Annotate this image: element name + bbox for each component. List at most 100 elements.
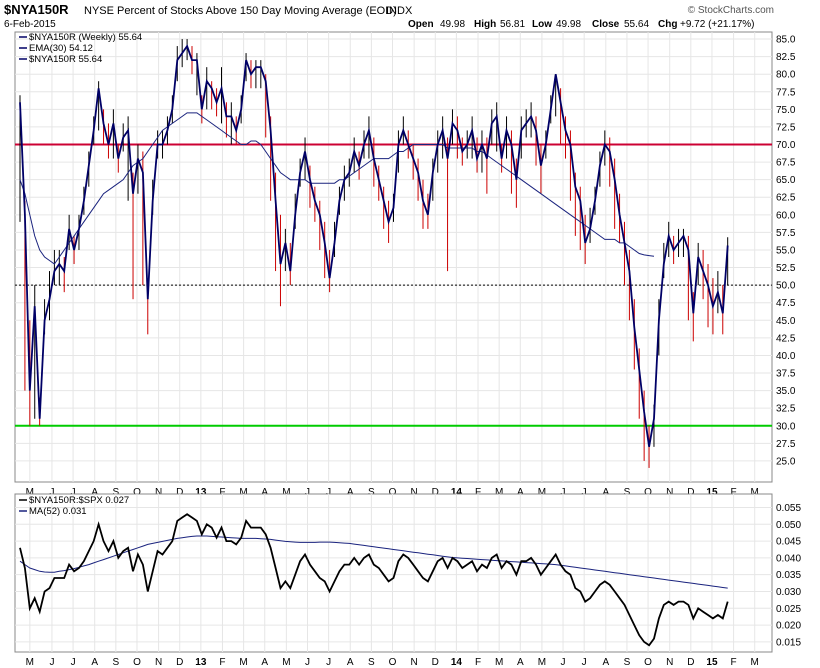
x-tick-label: A: [347, 657, 354, 668]
y-tick-label: 62.5: [776, 193, 796, 204]
x-tick-label: F: [475, 657, 481, 668]
close-value: 55.64: [624, 19, 649, 30]
x-tick-label: M: [26, 487, 34, 498]
ma52-line: [19, 535, 728, 589]
y-tick-label: 25.0: [776, 456, 796, 467]
y-tick-label: 0.035: [776, 570, 801, 581]
x-tick-label: D: [687, 657, 694, 668]
x-tick-label: A: [517, 657, 524, 668]
chart-date: 6-Feb-2015: [4, 19, 56, 30]
x-tick-label: S: [624, 487, 631, 498]
x-tick-label: N: [411, 487, 418, 498]
x-tick-label: A: [347, 487, 354, 498]
y-tick-label: 42.5: [776, 333, 796, 344]
x-tick-label: 14: [451, 487, 463, 498]
x-tick-label: A: [602, 487, 609, 498]
y-tick-label: 35.0: [776, 386, 796, 397]
x-tick-label: M: [495, 487, 503, 498]
y-tick-label: 80.0: [776, 70, 796, 81]
y-tick-label: 30.0: [776, 421, 796, 432]
x-tick-label: A: [517, 487, 524, 498]
y-tick-label: 27.5: [776, 439, 796, 450]
chg-value: +9.72 (+21.17%): [680, 19, 755, 30]
y-tick-label: 0.025: [776, 604, 801, 615]
x-tick-label: S: [368, 487, 375, 498]
x-tick-label: O: [644, 487, 652, 498]
main-panel-frame: [14, 31, 773, 483]
x-tick-label: J: [305, 487, 310, 498]
x-tick-label: M: [495, 657, 503, 668]
open-value: 49.98: [440, 19, 465, 30]
close-label: Close: [592, 19, 620, 30]
high-label: High: [474, 19, 496, 30]
high-value: 56.81: [500, 19, 525, 30]
x-tick-label: M: [239, 487, 247, 498]
low-label: Low: [532, 19, 552, 30]
x-tick-label: A: [91, 657, 98, 668]
x-tick-label: J: [71, 657, 76, 668]
y-tick-label: 0.020: [776, 621, 801, 632]
x-tick-label: J: [71, 487, 76, 498]
y-tick-label: 57.5: [776, 228, 796, 239]
y-tick-label: 70.0: [776, 140, 796, 151]
x-tick-label: S: [624, 657, 631, 668]
x-tick-label: A: [261, 487, 268, 498]
x-tick-label: A: [261, 657, 268, 668]
ratio-grid: [15, 494, 772, 652]
y-tick-label: 50.0: [776, 281, 796, 292]
y-tick-label: 0.045: [776, 537, 801, 548]
x-tick-label: D: [432, 487, 439, 498]
x-tick-label: 13: [195, 487, 207, 498]
symbol-title: $NYA150R: [4, 2, 69, 17]
x-tick-label: N: [666, 487, 673, 498]
y-tick-label: 60.0: [776, 210, 796, 221]
x-tick-label: F: [731, 657, 737, 668]
legend-entry: MA(52) 0.031: [29, 506, 87, 517]
brand-watermark: © StockCharts.com: [688, 5, 774, 16]
x-tick-label: J: [326, 657, 331, 668]
x-tick-label: A: [91, 487, 98, 498]
y-tick-label: 40.0: [776, 351, 796, 362]
x-tick-label: D: [687, 487, 694, 498]
x-tick-label: 15: [706, 487, 718, 498]
x-tick-label: N: [155, 657, 162, 668]
x-tick-label: J: [326, 487, 331, 498]
x-tick-label: D: [176, 487, 183, 498]
y-tick-label: 55.0: [776, 245, 796, 256]
x-tick-label: N: [155, 487, 162, 498]
chg-label: Chg: [658, 19, 677, 30]
close-line: [19, 44, 729, 447]
x-tick-label: S: [112, 487, 119, 498]
x-tick-label: 14: [451, 657, 463, 668]
x-tick-label: J: [582, 657, 587, 668]
legend-entry: $NYA150R 55.64: [29, 54, 102, 65]
x-tick-label: S: [112, 657, 119, 668]
y-tick-label: 32.5: [776, 404, 796, 415]
x-tick-label: O: [133, 657, 141, 668]
y-tick-label: 47.5: [776, 298, 796, 309]
x-tick-label: M: [282, 657, 290, 668]
ratio-y-axis: 0.015 0.020 0.025 0.030 0.035 0.040 0.045 0.050…: [776, 503, 801, 648]
x-tick-label: D: [432, 657, 439, 668]
x-tick-label: N: [411, 657, 418, 668]
y-tick-label: 67.5: [776, 158, 796, 169]
symbol-description: NYSE Percent of Stocks Above 150 Day Mov…: [84, 5, 397, 17]
x-tick-label: F: [219, 487, 225, 498]
y-tick-label: 0.055: [776, 503, 801, 514]
x-tick-label: A: [602, 657, 609, 668]
x-tick-label: O: [389, 487, 397, 498]
y-tick-label: 45.0: [776, 316, 796, 327]
main-x-axis: M J J A S O N D 13 F M A M J J A S O N D 14 F M A M J J A S O N D 15 F M: [26, 487, 759, 498]
x-tick-label: M: [538, 657, 546, 668]
y-tick-label: 85.0: [776, 35, 796, 46]
low-value: 49.98: [556, 19, 581, 30]
y-tick-label: 0.030: [776, 587, 801, 598]
x-tick-label: 13: [195, 657, 207, 668]
x-tick-label: J: [561, 487, 566, 498]
x-tick-label: J: [49, 487, 54, 498]
y-tick-label: 82.5: [776, 52, 796, 63]
ema-line: [19, 112, 655, 265]
main-grid: [15, 32, 772, 482]
